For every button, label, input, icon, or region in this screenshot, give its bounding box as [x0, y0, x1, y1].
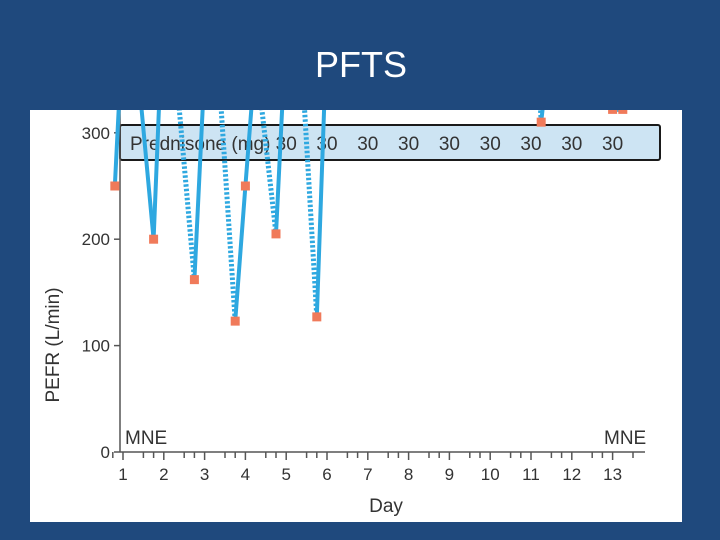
- daytime-segment: [139, 110, 156, 242]
- pefr-data-point: [149, 234, 159, 244]
- x-tick-label: 13: [603, 465, 622, 484]
- overnight-segment: [218, 110, 238, 322]
- x-tick-label: 8: [404, 465, 413, 484]
- y-tick-label: 300: [82, 124, 110, 143]
- daytime-segment: [243, 110, 254, 188]
- x-tick-label: 2: [159, 465, 168, 484]
- prednisone-dose-value: 30: [602, 134, 623, 155]
- pefr-data-point: [536, 117, 546, 127]
- pefr-data-point: [312, 312, 322, 322]
- chart-panel: Prednisone (mg) 30 30 30 30 30 30 30 30 30 0 100 2…: [30, 110, 682, 522]
- pefr-data-point: [271, 229, 281, 239]
- prednisone-dose-value: 30: [357, 134, 378, 155]
- x-tick-label: 7: [363, 465, 372, 484]
- x-axis-label: Day: [369, 496, 403, 517]
- x-tick-label: 1: [118, 465, 127, 484]
- prednisone-dose-value: 30: [316, 134, 337, 155]
- y-axis-label: PEFR (L/min): [43, 287, 64, 402]
- y-tick-label: 200: [82, 230, 110, 249]
- daytime-segment: [314, 110, 327, 319]
- pefr-data-point: [189, 275, 199, 285]
- prednisone-dose-value: 30: [480, 134, 501, 155]
- y-tick-label: 0: [101, 443, 110, 462]
- x-tick-label: 4: [241, 465, 250, 484]
- x-tick-label: 9: [445, 465, 454, 484]
- daytime-segment: [192, 110, 205, 282]
- x-tick-label: 3: [200, 465, 209, 484]
- pefr-data-point: [230, 316, 240, 326]
- pefr-data-point: [110, 181, 120, 191]
- prednisone-dose-value: 30: [398, 134, 419, 155]
- mne-label-left: MNE: [125, 428, 167, 449]
- daytime-segment: [151, 110, 161, 242]
- x-tick-label: 10: [481, 465, 500, 484]
- x-tick-label: 5: [281, 465, 290, 484]
- x-tick-label: 12: [562, 465, 581, 484]
- mne-label-right: MNE: [604, 428, 646, 449]
- pefr-data-point: [608, 110, 618, 114]
- y-tick-label: 100: [82, 337, 110, 356]
- daytime-segment: [112, 110, 121, 188]
- slide-title: PFTS: [314, 44, 407, 85]
- overnight-segment: [259, 110, 279, 235]
- daytime-segment: [274, 110, 285, 236]
- daytime-segment: [233, 184, 248, 324]
- prednisone-dose-value: 30: [520, 134, 541, 155]
- overnight-segment: [302, 110, 320, 318]
- x-tick-label: 11: [522, 465, 540, 484]
- x-tick-label: 6: [322, 465, 331, 484]
- pefr-chart: Prednisone (mg) 30 30 30 30 30 30 30 30 30 01002…: [43, 110, 661, 517]
- prednisone-dose-value: 30: [439, 134, 460, 155]
- pefr-data-point: [618, 110, 628, 114]
- pefr-data-point: [240, 181, 250, 191]
- prednisone-dose-value: 30: [561, 134, 582, 155]
